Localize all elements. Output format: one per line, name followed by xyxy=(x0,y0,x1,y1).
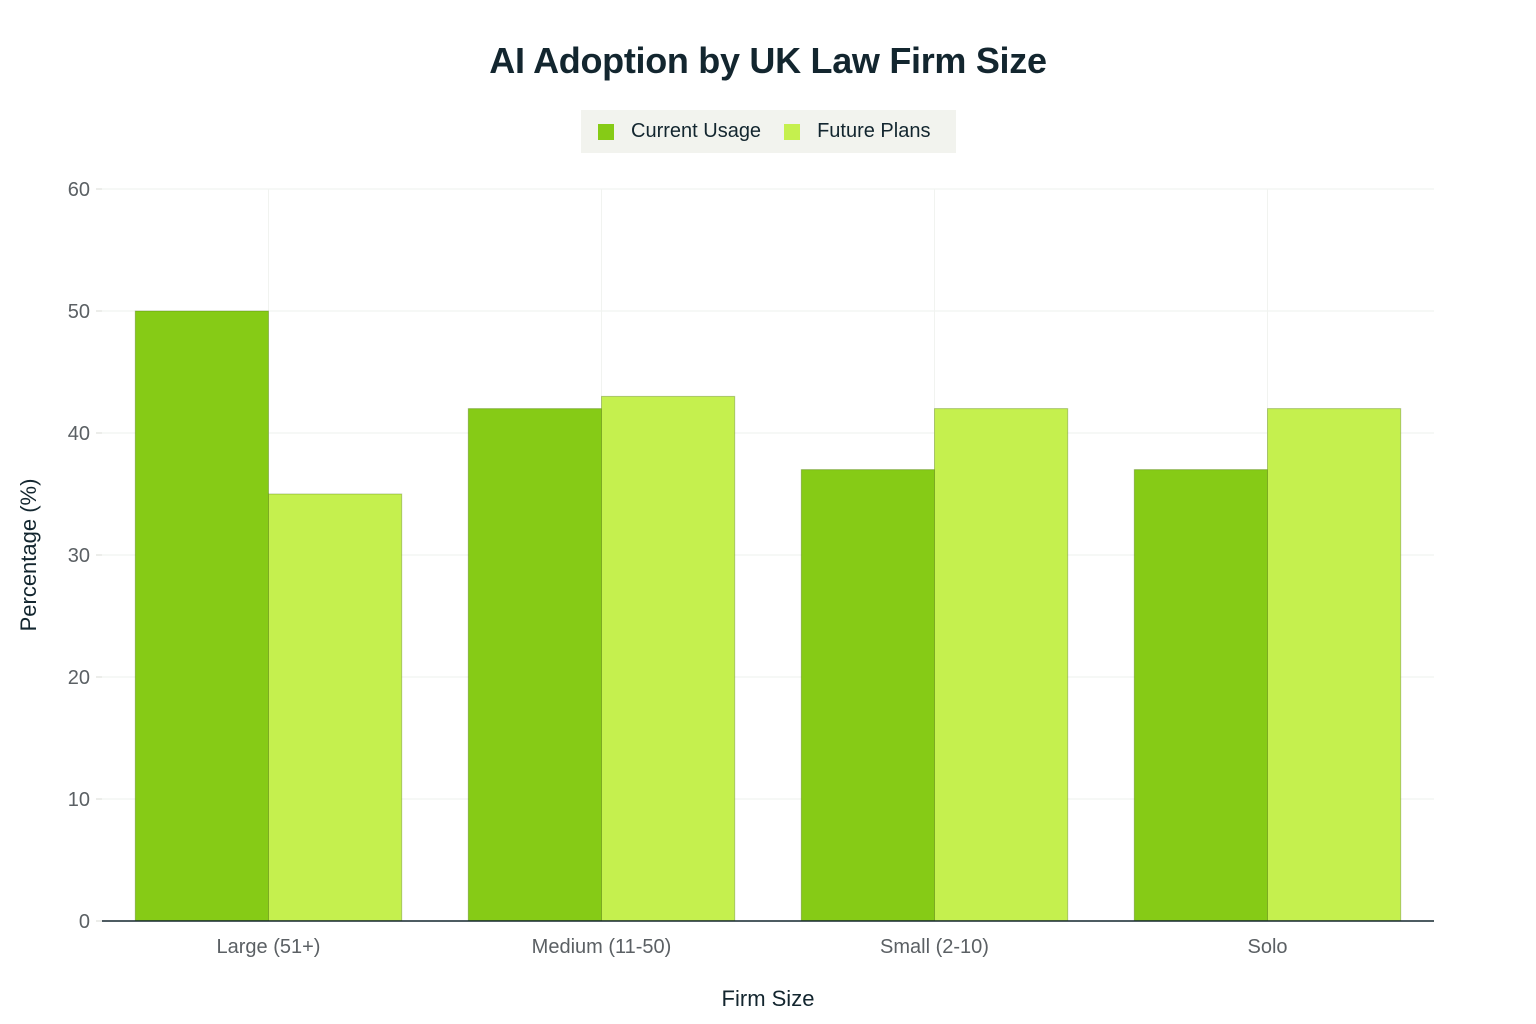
legend-item-current-usage[interactable]: Current Usage xyxy=(598,120,761,143)
x-tick-label: Small (2-10) xyxy=(880,936,989,958)
bar-future-plans-3[interactable] xyxy=(1267,408,1402,922)
y-tick-label: 40 xyxy=(68,423,90,445)
legend: Current Usage Future Plans xyxy=(581,110,956,153)
x-axis-title: Firm Size xyxy=(722,986,815,1011)
y-tick-label: 0 xyxy=(79,911,90,933)
y-tick-label: 10 xyxy=(68,789,90,811)
legend-swatch-current-usage xyxy=(598,123,614,140)
bar-current-usage-3[interactable] xyxy=(1133,469,1269,922)
x-tick-label: Large (51+) xyxy=(217,936,321,958)
y-axis-ticks: 0 10 20 30 40 50 60 xyxy=(68,179,102,933)
y-tick-label: 50 xyxy=(68,301,90,323)
chart-title: AI Adoption by UK Law Firm Size xyxy=(489,40,1047,81)
bar-future-plans-1[interactable] xyxy=(601,395,736,922)
bar-current-usage-0[interactable] xyxy=(134,310,269,922)
y-tick-label: 60 xyxy=(68,179,90,201)
x-tick-label: Medium (11-50) xyxy=(532,936,672,958)
legend-item-future-plans[interactable]: Future Plans xyxy=(784,120,930,143)
bars xyxy=(134,310,1402,922)
x-axis-ticks: Large (51+) Medium (11-50) Small (2-10) Sol… xyxy=(217,936,1288,958)
bar-future-plans-0[interactable] xyxy=(268,493,403,922)
y-tick-label: 30 xyxy=(68,545,90,567)
y-tick-label: 20 xyxy=(68,667,90,689)
x-tick-label: Solo xyxy=(1247,936,1287,958)
bar-current-usage-1[interactable] xyxy=(467,408,602,922)
legend-label-current-usage: Current Usage xyxy=(631,120,762,142)
bar-future-plans-2[interactable] xyxy=(934,408,1069,922)
legend-swatch-future-plans xyxy=(784,123,801,140)
y-axis-title: Percentage (%) xyxy=(16,479,41,632)
bar-current-usage-2[interactable] xyxy=(800,469,935,922)
legend-label-future-plans: Future Plans xyxy=(817,120,931,142)
